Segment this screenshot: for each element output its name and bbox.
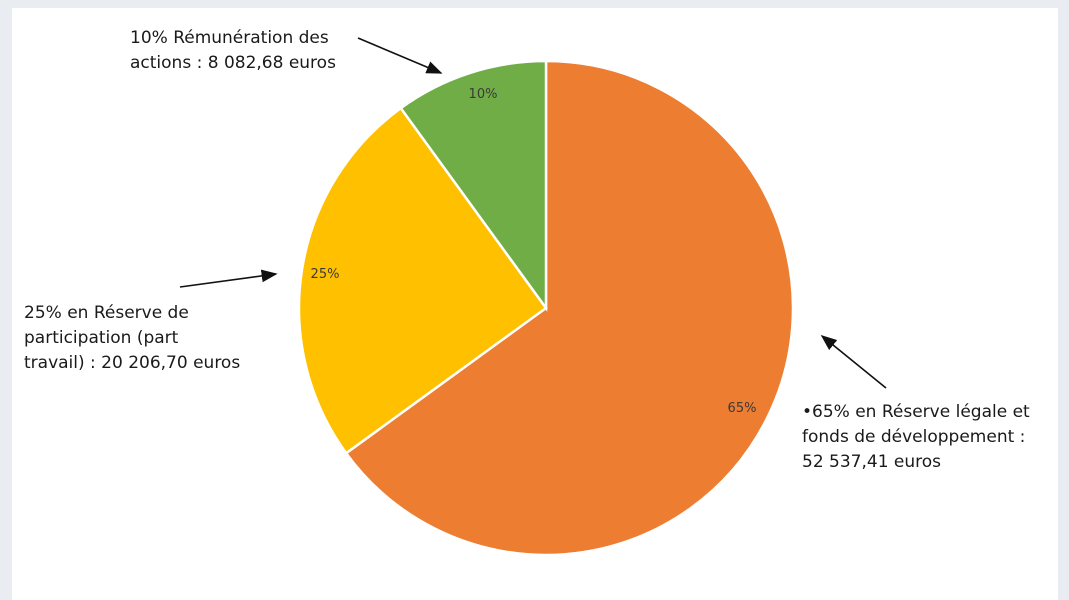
pie-slice-percent-label: 25% — [311, 267, 340, 282]
pie-slice-reserve-legale — [344, 59, 795, 557]
pie-slice-percent-label: 10% — [469, 87, 498, 102]
pie-slice-reserve-participation — [297, 106, 548, 455]
arrow-remuneration-actions — [357, 37, 443, 74]
pie-slice-remuneration-actions — [399, 59, 548, 312]
callout-label-remuneration-actions: 10% Rémunération des actions : 8 082,68 … — [130, 28, 336, 73]
callout-label-reserve-participation: 25% en Réserve de participation (part tr… — [24, 303, 241, 373]
arrow-reserve-legale — [820, 334, 887, 389]
arrow-reserve-participation — [179, 269, 278, 288]
pie-slice-percent-label: 65% — [728, 401, 757, 416]
callout-label-reserve-legale: •65% en Réserve légale et fonds de dével… — [802, 402, 1030, 472]
